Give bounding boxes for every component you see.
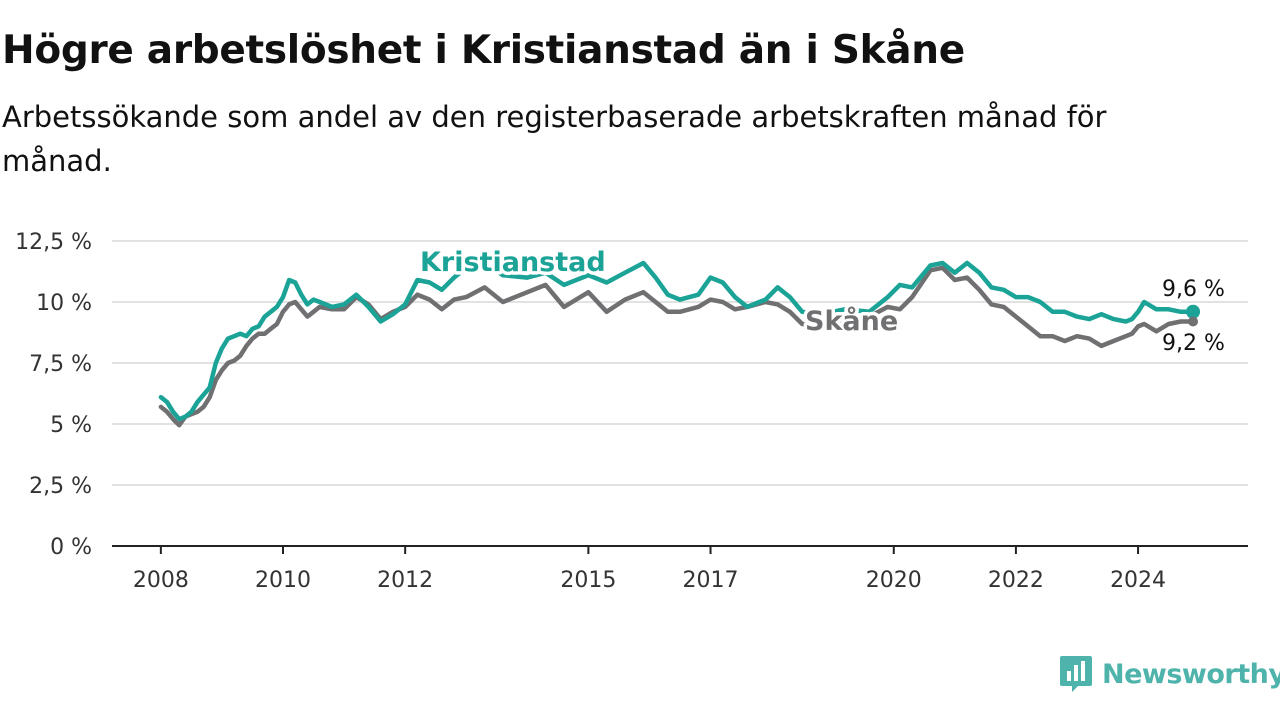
y-tick-label: 0 % — [50, 535, 92, 560]
newsworthy-logo-icon — [1060, 656, 1092, 692]
y-tick-label: 12,5 % — [15, 230, 92, 255]
y-axis-ticks: 0 % 2,5 % 5 % 7,5 % 10 % 12,5 % — [15, 230, 92, 560]
end-value-label-kristianstad: 9,6 % — [1162, 277, 1225, 302]
x-tick-label: 2015 — [560, 568, 616, 593]
grid-lines — [112, 240, 1248, 486]
series-lines — [158, 260, 1196, 428]
newsworthy-wordmark: Newsworthy — [1102, 658, 1280, 690]
end-point-skane — [1188, 316, 1199, 327]
series-label-skane: Skåne — [805, 305, 898, 337]
x-tick-label: 2024 — [1110, 568, 1166, 593]
chart-title: Högre arbetslöshet i Kristianstad än i S… — [2, 28, 965, 73]
y-tick-label: 10 % — [36, 291, 92, 316]
y-tick-label: 7,5 % — [29, 352, 92, 377]
x-tick-label: 2010 — [255, 568, 311, 593]
series-line-skåne — [158, 265, 1196, 428]
x-tick-label: 2012 — [377, 568, 433, 593]
newsworthy-logo: Newsworthy — [1058, 654, 1280, 694]
y-tick-label: 5 % — [50, 413, 92, 438]
y-tick-label: 2,5 % — [29, 474, 92, 499]
series-line-kristianstad — [158, 260, 1196, 422]
end-point-kristianstad — [1186, 304, 1201, 319]
x-tick-label: 2017 — [683, 568, 739, 593]
chart-subtitle: Arbetssökande som andel av den registerb… — [2, 100, 1107, 178]
x-tick-label: 2008 — [133, 568, 189, 593]
series-labels: Kristianstad Skåne 9,6 % 9,2 % — [417, 244, 1229, 360]
end-value-label-skane: 9,2 % — [1162, 331, 1225, 356]
x-tick-label: 2020 — [866, 568, 922, 593]
x-tick-label: 2022 — [988, 568, 1044, 593]
x-axis: 2008 2010 2012 2015 2017 2020 2022 2024 — [112, 545, 1248, 593]
series-label-kristianstad: Kristianstad — [420, 247, 606, 278]
